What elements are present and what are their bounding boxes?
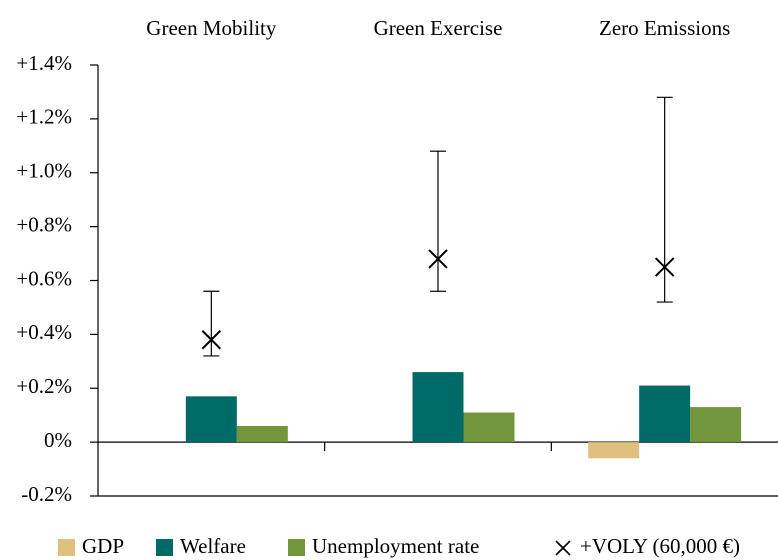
- x-marker: [201, 330, 222, 350]
- legend-swatch: [288, 539, 305, 556]
- category-label: Green Mobility: [146, 16, 277, 40]
- bar: [690, 407, 742, 443]
- y-tick-label: +1.0%: [16, 159, 72, 183]
- y-tick-label: +0.4%: [16, 320, 72, 344]
- legend-marker: [555, 540, 571, 556]
- x-marker: [654, 257, 675, 277]
- y-tick-label: +0.6%: [16, 266, 72, 290]
- y-tick-label: +1.2%: [16, 105, 72, 129]
- bar: [588, 442, 640, 459]
- y-tick-label: -0.2%: [21, 482, 72, 506]
- bar: [639, 385, 691, 443]
- y-tick-label: +0.8%: [16, 212, 72, 236]
- legend-swatch: [58, 539, 75, 556]
- legend-swatch: [156, 539, 173, 556]
- legend-label: Welfare: [180, 534, 246, 558]
- y-tick-label: +0.2%: [16, 374, 72, 398]
- category-label: Green Exercise: [374, 16, 503, 40]
- bar: [412, 372, 464, 443]
- legend-label: GDP: [82, 534, 124, 558]
- category-label: Zero Emissions: [599, 16, 730, 40]
- y-tick-label: 0%: [44, 428, 72, 452]
- bar: [236, 425, 288, 443]
- bar: [463, 412, 515, 443]
- y-tick-label: +1.4%: [16, 51, 72, 75]
- x-marker: [428, 249, 448, 269]
- legend-label: +VOLY (60,000 €): [580, 534, 740, 558]
- bar: [185, 396, 237, 443]
- legend-label: Unemployment rate: [312, 534, 479, 558]
